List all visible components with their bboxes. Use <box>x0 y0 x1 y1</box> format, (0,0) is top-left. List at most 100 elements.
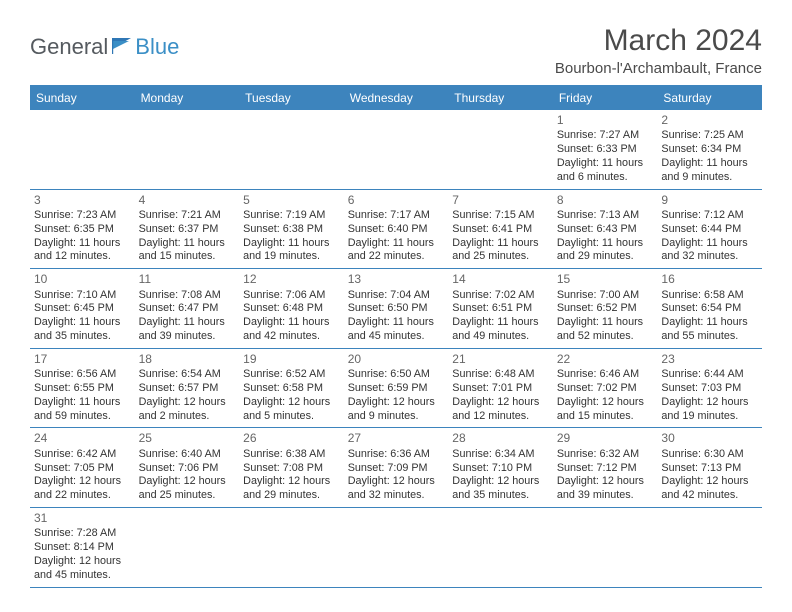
empty-cell <box>239 110 344 189</box>
daylight-text: and 59 minutes. <box>34 410 131 424</box>
empty-cell <box>657 508 762 587</box>
sunrise-text: Sunrise: 7:25 AM <box>661 129 758 143</box>
sunset-text: Sunset: 6:33 PM <box>557 143 654 157</box>
day-cell: 22Sunrise: 6:46 AMSunset: 7:02 PMDayligh… <box>553 349 658 428</box>
daylight-text: Daylight: 12 hours <box>34 555 131 569</box>
sunset-text: Sunset: 6:54 PM <box>661 302 758 316</box>
daylight-text: Daylight: 11 hours <box>34 237 131 251</box>
day-cell: 1Sunrise: 7:27 AMSunset: 6:33 PMDaylight… <box>553 110 658 189</box>
sunset-text: Sunset: 6:57 PM <box>139 382 236 396</box>
sunset-text: Sunset: 6:50 PM <box>348 302 445 316</box>
day-number: 11 <box>139 272 236 287</box>
day-header: Sunday <box>30 86 135 110</box>
sunrise-text: Sunrise: 7:21 AM <box>139 209 236 223</box>
sunrise-text: Sunrise: 6:40 AM <box>139 448 236 462</box>
sunset-text: Sunset: 8:14 PM <box>34 541 131 555</box>
daylight-text: Daylight: 12 hours <box>661 396 758 410</box>
day-cell: 18Sunrise: 6:54 AMSunset: 6:57 PMDayligh… <box>135 349 240 428</box>
sunset-text: Sunset: 6:41 PM <box>452 223 549 237</box>
day-cell: 8Sunrise: 7:13 AMSunset: 6:43 PMDaylight… <box>553 190 658 269</box>
sunset-text: Sunset: 7:01 PM <box>452 382 549 396</box>
day-cell: 20Sunrise: 6:50 AMSunset: 6:59 PMDayligh… <box>344 349 449 428</box>
day-number: 21 <box>452 352 549 367</box>
daylight-text: Daylight: 11 hours <box>452 237 549 251</box>
daylight-text: and 42 minutes. <box>243 330 340 344</box>
day-number: 3 <box>34 193 131 208</box>
sunset-text: Sunset: 7:13 PM <box>661 462 758 476</box>
empty-cell <box>448 110 553 189</box>
logo-text-general: General <box>30 34 108 60</box>
empty-cell <box>553 508 658 587</box>
daylight-text: and 35 minutes. <box>452 489 549 503</box>
daylight-text: Daylight: 12 hours <box>452 475 549 489</box>
day-number: 5 <box>243 193 340 208</box>
day-header: Wednesday <box>344 86 449 110</box>
sunset-text: Sunset: 6:38 PM <box>243 223 340 237</box>
day-number: 18 <box>139 352 236 367</box>
day-cell: 6Sunrise: 7:17 AMSunset: 6:40 PMDaylight… <box>344 190 449 269</box>
empty-cell <box>239 508 344 587</box>
day-number: 12 <box>243 272 340 287</box>
day-number: 24 <box>34 431 131 446</box>
week-row: 17Sunrise: 6:56 AMSunset: 6:55 PMDayligh… <box>30 349 762 429</box>
calendar-page: General Blue March 2024 Bourbon-l'Archam… <box>0 0 792 588</box>
day-number: 25 <box>139 431 236 446</box>
day-number: 26 <box>243 431 340 446</box>
daylight-text: Daylight: 12 hours <box>452 396 549 410</box>
daylight-text: and 45 minutes. <box>34 569 131 583</box>
daylight-text: Daylight: 11 hours <box>34 316 131 330</box>
day-cell: 28Sunrise: 6:34 AMSunset: 7:10 PMDayligh… <box>448 428 553 507</box>
week-row: 31Sunrise: 7:28 AMSunset: 8:14 PMDayligh… <box>30 508 762 588</box>
day-cell: 15Sunrise: 7:00 AMSunset: 6:52 PMDayligh… <box>553 269 658 348</box>
day-cell: 27Sunrise: 6:36 AMSunset: 7:09 PMDayligh… <box>344 428 449 507</box>
sunrise-text: Sunrise: 7:19 AM <box>243 209 340 223</box>
week-row: 1Sunrise: 7:27 AMSunset: 6:33 PMDaylight… <box>30 110 762 190</box>
daylight-text: and 29 minutes. <box>243 489 340 503</box>
day-number: 2 <box>661 113 758 128</box>
day-cell: 12Sunrise: 7:06 AMSunset: 6:48 PMDayligh… <box>239 269 344 348</box>
daylight-text: and 19 minutes. <box>243 250 340 264</box>
calendar-grid: SundayMondayTuesdayWednesdayThursdayFrid… <box>30 85 762 588</box>
empty-cell <box>30 110 135 189</box>
daylight-text: and 32 minutes. <box>348 489 445 503</box>
week-row: 10Sunrise: 7:10 AMSunset: 6:45 PMDayligh… <box>30 269 762 349</box>
sunrise-text: Sunrise: 7:17 AM <box>348 209 445 223</box>
sunrise-text: Sunrise: 6:34 AM <box>452 448 549 462</box>
sunrise-text: Sunrise: 6:36 AM <box>348 448 445 462</box>
daylight-text: and 39 minutes. <box>557 489 654 503</box>
day-header: Monday <box>135 86 240 110</box>
sunrise-text: Sunrise: 7:06 AM <box>243 289 340 303</box>
sunrise-text: Sunrise: 6:32 AM <box>557 448 654 462</box>
daylight-text: Daylight: 11 hours <box>452 316 549 330</box>
daylight-text: Daylight: 11 hours <box>661 237 758 251</box>
sunrise-text: Sunrise: 6:56 AM <box>34 368 131 382</box>
sunset-text: Sunset: 6:37 PM <box>139 223 236 237</box>
daylight-text: and 25 minutes. <box>139 489 236 503</box>
sunset-text: Sunset: 7:02 PM <box>557 382 654 396</box>
day-cell: 13Sunrise: 7:04 AMSunset: 6:50 PMDayligh… <box>344 269 449 348</box>
daylight-text: Daylight: 12 hours <box>348 475 445 489</box>
daylight-text: and 2 minutes. <box>139 410 236 424</box>
day-cell: 5Sunrise: 7:19 AMSunset: 6:38 PMDaylight… <box>239 190 344 269</box>
sunrise-text: Sunrise: 7:02 AM <box>452 289 549 303</box>
day-cell: 24Sunrise: 6:42 AMSunset: 7:05 PMDayligh… <box>30 428 135 507</box>
day-number: 27 <box>348 431 445 446</box>
day-number: 15 <box>557 272 654 287</box>
day-number: 6 <box>348 193 445 208</box>
day-cell: 16Sunrise: 6:58 AMSunset: 6:54 PMDayligh… <box>657 269 762 348</box>
day-cell: 25Sunrise: 6:40 AMSunset: 7:06 PMDayligh… <box>135 428 240 507</box>
day-cell: 19Sunrise: 6:52 AMSunset: 6:58 PMDayligh… <box>239 349 344 428</box>
daylight-text: Daylight: 11 hours <box>243 237 340 251</box>
daylight-text: and 5 minutes. <box>243 410 340 424</box>
day-cell: 26Sunrise: 6:38 AMSunset: 7:08 PMDayligh… <box>239 428 344 507</box>
sunrise-text: Sunrise: 6:48 AM <box>452 368 549 382</box>
daylight-text: Daylight: 11 hours <box>139 316 236 330</box>
daylight-text: and 42 minutes. <box>661 489 758 503</box>
week-row: 3Sunrise: 7:23 AMSunset: 6:35 PMDaylight… <box>30 190 762 270</box>
empty-cell <box>344 110 449 189</box>
week-row: 24Sunrise: 6:42 AMSunset: 7:05 PMDayligh… <box>30 428 762 508</box>
sunrise-text: Sunrise: 7:12 AM <box>661 209 758 223</box>
sunset-text: Sunset: 7:10 PM <box>452 462 549 476</box>
sunset-text: Sunset: 6:58 PM <box>243 382 340 396</box>
daylight-text: Daylight: 12 hours <box>243 475 340 489</box>
